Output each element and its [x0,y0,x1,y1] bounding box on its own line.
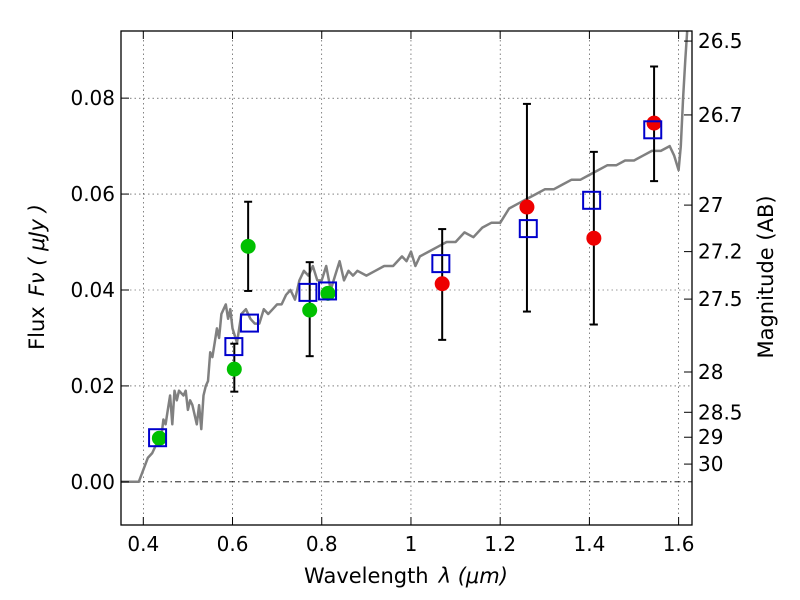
y-tick-label: 0.00 [70,470,115,494]
x-tick-label: 1.6 [663,532,695,556]
spectrum-line [121,31,689,484]
y2-tick-label: 28.5 [698,400,743,424]
y2-tick-label: 27 [698,193,723,217]
x-tick-label: 1.4 [573,532,605,556]
y2-tick-label: 26.7 [698,103,743,127]
y-tick-label: 0.06 [70,182,115,206]
axis-ticks [121,31,692,525]
model-square [148,428,168,448]
model-square [582,190,602,210]
plot-frame [120,30,693,526]
y2-tick-label: 28 [698,360,723,384]
photometry-point [320,285,336,301]
y-tick-label: 0.02 [70,374,115,398]
photometry-points [148,115,663,448]
x-tick-label: 0.6 [217,532,249,556]
photometry-point [226,361,242,377]
photometry-point [586,230,602,246]
y2-tick-label: 27.5 [698,287,743,311]
model-spectrum [121,31,689,484]
photometry-point [434,276,450,292]
model-square [318,281,338,301]
photometry-point [519,199,535,215]
model-square [239,313,259,333]
x-axis-label: Wavelength λ (μm) [304,564,508,588]
y2-axis-label: Magnitude (AB) [754,195,778,358]
y2-tick-label: 29 [698,425,723,449]
model-square [298,282,318,302]
y2-tick-label: 27.2 [698,240,743,264]
grid-lines [121,31,692,525]
photometry-point [646,115,662,131]
x-tick-label: 1.2 [484,532,516,556]
y-axis-label: FluxFν ( μJy ) [25,204,49,350]
photometry-point [151,430,167,446]
model-square [643,120,663,140]
error-bars [230,65,659,393]
model-square [224,337,244,357]
photometry-point [240,238,256,254]
tick-labels: 0.4 0.6 0.8 1 1.2 1.4 1.6 0.00 0.02 0.04 0.06 0.08 2… [70,29,742,556]
y2-tick-label: 30 [698,452,723,476]
y2-tick-label: 26.5 [698,29,743,53]
model-square [431,254,451,274]
model-square [518,219,538,239]
x-tick-label: 1 [405,532,418,556]
x-tick-label: 0.8 [306,532,338,556]
y-tick-label: 0.08 [70,86,115,110]
x-tick-label: 0.4 [127,532,159,556]
photometry-point [302,302,318,318]
y-tick-label: 0.04 [70,278,115,302]
